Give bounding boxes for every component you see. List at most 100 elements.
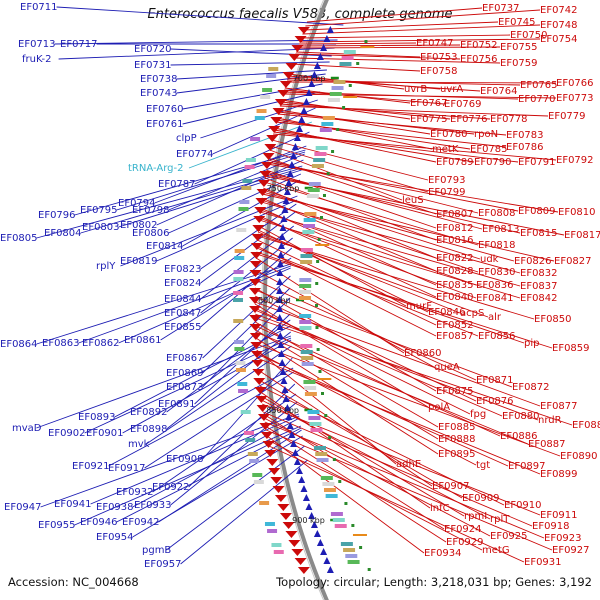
green-dot [322, 194, 326, 197]
callout-line [298, 42, 417, 45]
gene-label-right: EF0899 [540, 469, 578, 480]
gene-label-left: EF0873 [166, 382, 204, 393]
feature-block [345, 554, 358, 558]
feature-block [300, 254, 313, 258]
callout-line [297, 46, 501, 49]
gene-label-left: EF0713 [18, 39, 56, 50]
reverse-gene-arrow [256, 189, 269, 196]
callout-line [302, 24, 541, 35]
feature-block [339, 62, 352, 66]
callout-line [267, 439, 483, 551]
gene-label-right: EF0754 [540, 34, 578, 45]
gene-label-left: EF0787 [158, 179, 196, 190]
forward-gene-arrow [305, 89, 313, 96]
callout-line [284, 89, 445, 105]
callout-line [170, 48, 332, 57]
callout-line [256, 349, 397, 465]
gene-label-right: metG [482, 545, 510, 556]
callout-line [273, 129, 475, 163]
green-dot [359, 546, 363, 549]
label-layer: EF0711 EF0713 EF0717 fruK-2 EF0720 EF0731 EF07… [0, 2, 600, 570]
gene-label-left: rplY [96, 261, 116, 272]
feature-block [250, 137, 261, 141]
reverse-gene-arrow [250, 252, 263, 259]
feature-block [330, 512, 343, 516]
green-dot [320, 216, 324, 219]
feature-block [299, 290, 312, 294]
reverse-gene-arrow [250, 351, 263, 358]
reverse-gene-arrow [297, 27, 310, 34]
callout-line [74, 149, 306, 216]
feature-layer [233, 26, 375, 574]
gene-label-right: rpoN [474, 129, 498, 140]
gene-label-right: EF0770 [518, 94, 556, 105]
green-dot [356, 62, 360, 65]
gene-label-right: EF0792 [556, 155, 594, 166]
feature-block [313, 158, 326, 162]
callout-line [264, 421, 545, 539]
reverse-gene-arrow [268, 126, 281, 133]
gene-label-left: EF0844 [164, 294, 202, 305]
callout-line [176, 69, 327, 80]
green-dot [331, 150, 335, 153]
reverse-gene-arrow [250, 342, 263, 349]
forward-gene-arrow [277, 350, 285, 357]
callout-line [280, 103, 491, 120]
gene-label-right: EF0850 [534, 314, 572, 325]
gene-label-right: EF0785 [470, 144, 508, 155]
feature-block [300, 248, 313, 252]
orange-marker [352, 534, 367, 536]
reverse-gene-arrow [272, 108, 285, 115]
callout-line [158, 429, 302, 523]
forward-gene-arrow [278, 359, 286, 366]
gene-label-right: nrdR [538, 415, 562, 426]
gene-label-right: EF0909 [462, 493, 500, 504]
callout-line [273, 133, 557, 161]
feature-block [315, 146, 328, 150]
reverse-gene-arrow [270, 117, 283, 124]
feature-block [321, 122, 334, 126]
feature-block [240, 410, 251, 414]
gene-label-right: pip [524, 338, 539, 349]
gene-label-right: EF0907 [432, 481, 470, 492]
forward-gene-arrow [326, 26, 334, 33]
gene-label-right: EF0872 [512, 382, 550, 393]
green-dot [316, 348, 320, 351]
gene-label-left: EF0720 [134, 44, 172, 55]
callout-layer [36, 6, 573, 565]
callout-line [182, 91, 321, 125]
gene-label-left: EF0862 [82, 338, 120, 349]
gene-label-right: EF0791 [518, 157, 556, 168]
gene-label-right: EF0885 [438, 422, 476, 433]
forward-gene-arrow [305, 503, 313, 510]
gene-label-right: EF0753 [420, 52, 458, 63]
callout-line [166, 445, 305, 551]
gene-label-right: EF0773 [556, 93, 594, 104]
feature-block [316, 458, 329, 462]
feature-block [245, 158, 256, 162]
gene-label-left: EF0824 [164, 278, 202, 289]
gene-label-right: EF0759 [500, 58, 538, 69]
feature-block [307, 188, 320, 192]
feature-block [303, 218, 316, 222]
gene-label-left: EF0761 [146, 119, 184, 130]
gene-label-right: EF0815 [520, 228, 558, 239]
gene-label-left: EF0864 [0, 339, 38, 350]
forward-gene-arrow [278, 233, 286, 240]
forward-gene-arrow [283, 188, 291, 195]
gene-label-left: EF0760 [146, 104, 184, 115]
reverse-gene-arrow [255, 198, 268, 205]
callout-line [255, 337, 439, 455]
gene-label-left: EF0796 [38, 210, 76, 221]
gene-label-right: EF0860 [404, 348, 442, 359]
reverse-gene-arrow [291, 549, 304, 556]
feature-block [253, 480, 264, 484]
callout-line [108, 367, 294, 467]
gene-label-right: EF0841 [476, 293, 514, 304]
callout-line [286, 81, 557, 84]
reverse-gene-arrow [288, 540, 301, 547]
callout-line [255, 279, 477, 381]
forward-gene-arrow [291, 143, 299, 150]
reverse-gene-arrow [279, 513, 292, 520]
gene-label-right: rplT [490, 514, 510, 525]
